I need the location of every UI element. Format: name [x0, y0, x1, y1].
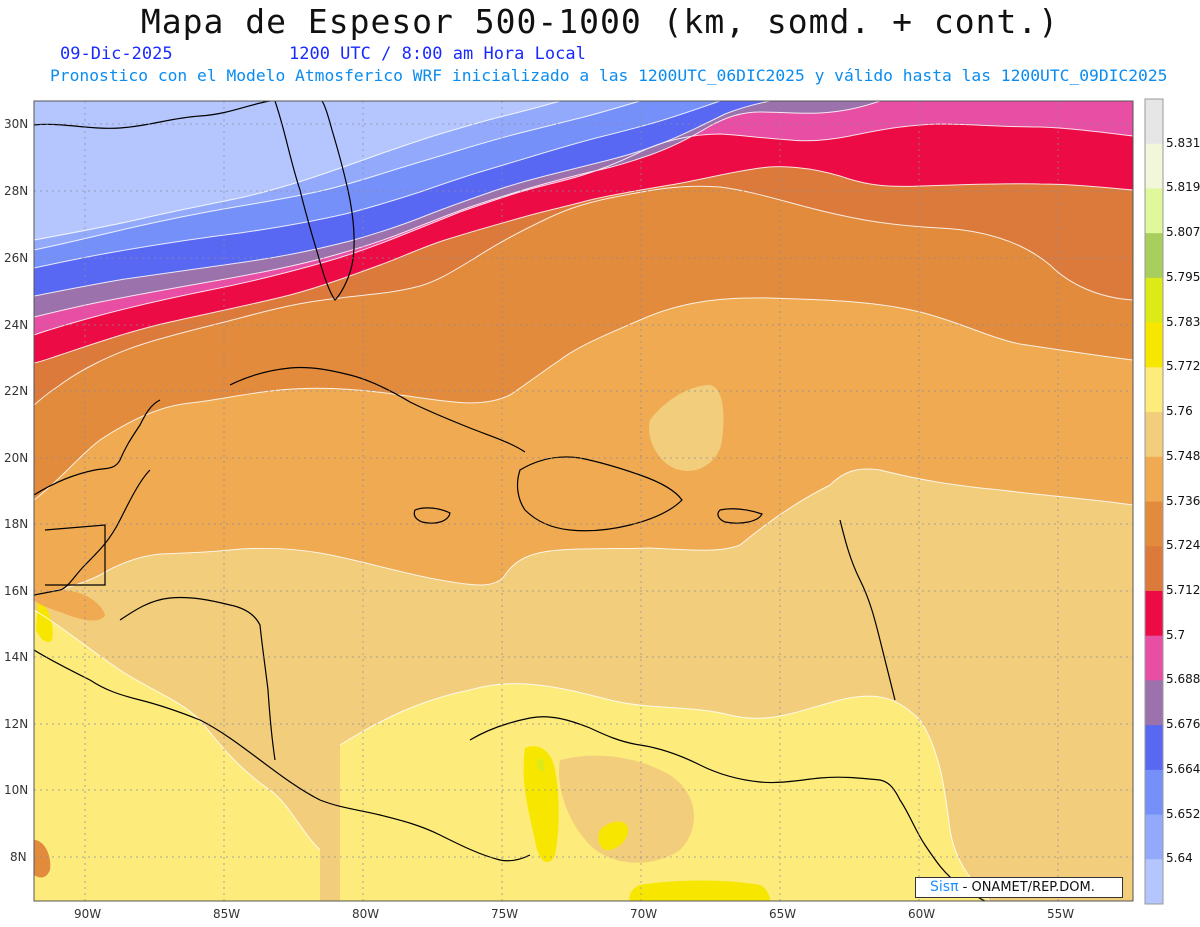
colorbar-label: 5.712 [1166, 582, 1200, 597]
colorbar-frame [1144, 98, 1164, 905]
lat-label: 18N [4, 517, 28, 531]
graticule [34, 101, 1133, 901]
map-frame [33, 100, 1134, 902]
colorbar-label: 5.819 [1166, 180, 1200, 195]
colorbar-label: 5.831 [1166, 135, 1200, 150]
colorbar-swatch [1145, 859, 1163, 905]
credit-text: - ONAMET/REP.DOM. [962, 880, 1095, 895]
credit-box: Sisπ - ONAMET/REP.DOM. [915, 877, 1123, 898]
colorbar [1145, 99, 1163, 905]
colorbar-label: 5.688 [1166, 672, 1200, 687]
lat-label: 20N [4, 451, 28, 465]
lat-label: 10N [4, 783, 28, 797]
longitude-labels: 90W 85W 80W 75W 70W 65W 60W 55W [74, 907, 1074, 921]
colorbar-label: 5.724 [1166, 538, 1200, 553]
colorbar-label: 5.772 [1166, 359, 1200, 374]
colorbar-label: 5.748 [1166, 448, 1200, 463]
colorbar-swatch [1145, 590, 1163, 637]
lat-label: 14N [4, 650, 28, 664]
colorbar-swatch [1145, 367, 1163, 413]
colorbar-label: 5.664 [1166, 761, 1200, 776]
map-title: Mapa de Espesor 500-1000 (km, somd. + co… [140, 2, 1060, 41]
lon-label: 65W [769, 907, 796, 921]
colorbar-label: 5.795 [1166, 269, 1200, 284]
colorbar-swatch [1145, 233, 1163, 279]
model-description: Pronostico con el Modelo Atmosferico WRF… [50, 66, 1168, 85]
forecast-time: 1200 UTC / 8:00 am Hora Local [289, 44, 586, 64]
colorbar-label: 5.76 [1166, 404, 1193, 419]
lon-label: 80W [352, 907, 379, 921]
lat-label: 28N [4, 184, 28, 198]
colorbar-label: 5.64 [1166, 851, 1193, 866]
colorbar-swatch [1145, 277, 1163, 324]
lon-label: 75W [491, 907, 518, 921]
colorbar-swatch [1145, 680, 1163, 726]
colorbar-swatch [1145, 456, 1163, 502]
colorbar-label: 5.7 [1166, 627, 1186, 642]
colorbar-swatch [1145, 322, 1163, 368]
lon-label: 85W [213, 907, 240, 921]
colorbar-swatch [1145, 501, 1163, 547]
colorbar-swatch [1145, 725, 1163, 771]
colorbar-swatch [1145, 99, 1163, 145]
colorbar-swatch [1145, 188, 1163, 234]
sispi-logo: Sisπ [930, 879, 959, 895]
colorbar-swatch [1145, 814, 1163, 860]
lat-label: 26N [4, 251, 28, 265]
colorbar-swatch [1145, 769, 1163, 816]
lon-label: 70W [630, 907, 657, 921]
map-field [34, 101, 1133, 901]
lon-label: 55W [1047, 907, 1074, 921]
lat-label: 16N [4, 584, 28, 598]
lon-label: 90W [74, 907, 101, 921]
colorbar-label: 5.807 [1166, 225, 1200, 240]
colorbar-swatch [1145, 143, 1163, 189]
lat-label: 12N [4, 717, 28, 731]
colorbar-swatch [1145, 635, 1163, 681]
colorbar-label: 5.676 [1166, 717, 1200, 732]
colorbar-swatch [1145, 546, 1163, 592]
lat-label: 22N [4, 384, 28, 398]
latitude-labels: 30N 28N 26N 24N 22N 20N 18N 16N 14N 12N … [4, 117, 28, 864]
lat-label: 8N [10, 850, 27, 864]
lat-label: 24N [4, 318, 28, 332]
forecast-date: 09-Dic-2025 [60, 44, 173, 64]
colorbar-label: 5.783 [1166, 314, 1200, 329]
coastlines [34, 101, 986, 901]
colorbar-label: 5.736 [1166, 493, 1200, 508]
lon-label: 60W [908, 907, 935, 921]
colorbar-swatch [1145, 412, 1163, 458]
lat-label: 30N [4, 117, 28, 131]
colorbar-label: 5.652 [1166, 806, 1200, 821]
